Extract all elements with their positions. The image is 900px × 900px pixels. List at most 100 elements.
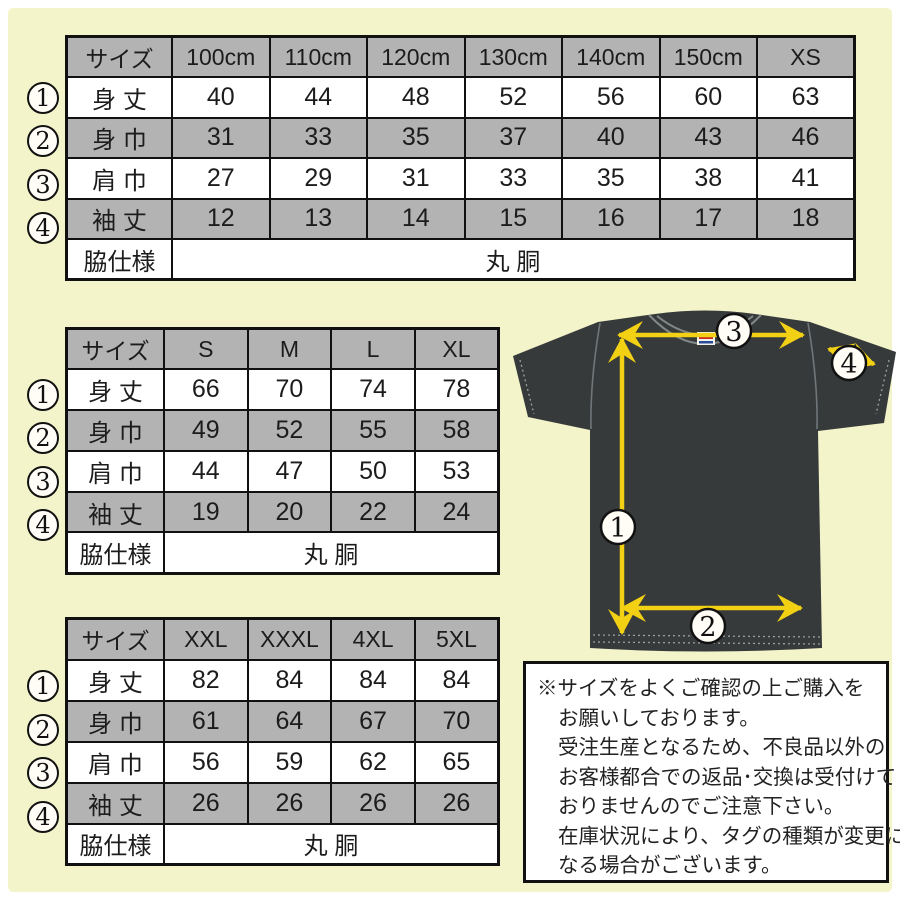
value-cell: 84 [413, 658, 500, 702]
value-cell: 47 [246, 449, 333, 493]
value-cell: 35 [366, 116, 466, 159]
size-header-cell: サイズ [65, 35, 173, 78]
table-row-body-length: 身 丈 82 84 84 84 [65, 658, 500, 702]
svg-text:4: 4 [840, 349, 857, 380]
value-cell: 26 [330, 781, 416, 825]
svg-text:1: 1 [609, 513, 626, 544]
value-cell: 22 [330, 490, 416, 534]
note-line: 受注生産となるため、不良品以外の [558, 736, 886, 759]
size-header-cell: サイズ [65, 617, 165, 661]
value-cell: 12 [171, 197, 271, 240]
diagram-label-width: 2 [689, 607, 727, 645]
table-row-side-spec: 脇仕様 丸 胴 [65, 531, 500, 575]
side-spec-value: 丸 胴 [163, 531, 500, 575]
diagram-label-length: 1 [599, 508, 637, 546]
value-cell: 19 [163, 490, 249, 534]
table-row-side-spec: 脇仕様 丸 胴 [65, 238, 856, 281]
value-cell: 49 [163, 409, 249, 452]
value-cell: 74 [330, 368, 416, 412]
value-cell: 64 [246, 699, 333, 743]
value-cell: 20 [246, 490, 333, 534]
table-row-sleeve-length: 袖 丈 26 26 26 26 [65, 781, 500, 825]
left-sleeve-seam [590, 322, 601, 430]
value-cell: 46 [756, 116, 856, 159]
circled-number-1: 1 [27, 379, 59, 411]
value-cell: 29 [268, 157, 368, 200]
row-label: 身 丈 [65, 658, 165, 702]
row-label: 身 巾 [65, 699, 165, 743]
value-cell: 40 [561, 116, 661, 159]
size-table-s-xl: サイズ S M L XL 身 丈 66 70 74 78 身 巾 49 52 5… [65, 327, 500, 575]
circled-number-1: 1 [27, 670, 59, 702]
table-row-sleeve-length: 袖 丈 19 20 22 24 [65, 490, 500, 534]
size-header-cell: サイズ [65, 327, 165, 371]
note-line: お願いしております。 [558, 706, 760, 730]
value-cell: 26 [413, 781, 500, 825]
value-cell: 41 [756, 157, 856, 200]
value-cell: 84 [246, 658, 333, 702]
note-line: お客様都合での返品･交換は受付けて [558, 765, 897, 789]
value-cell: 84 [330, 658, 416, 702]
row-label: 袖 丈 [65, 781, 165, 825]
value-cell: 24 [413, 490, 500, 534]
size-header-cell: 120cm [366, 35, 466, 78]
value-cell: 44 [268, 76, 368, 119]
size-header-cell: XL [413, 327, 500, 371]
value-cell: 33 [463, 157, 563, 200]
note-line: 在庫状況により、タグの種類が変更に [558, 824, 900, 848]
value-cell: 37 [463, 116, 563, 159]
value-cell: 67 [330, 699, 416, 743]
svg-text:3: 3 [725, 317, 742, 348]
size-header-cell: 150cm [658, 35, 758, 78]
table-row-sleeve-length: 袖 丈 12 13 14 15 16 17 18 [65, 197, 856, 240]
size-header-cell: 130cm [463, 35, 563, 78]
value-cell: 15 [463, 197, 563, 240]
value-cell: 60 [658, 76, 758, 119]
value-cell: 53 [413, 449, 500, 493]
circled-number-3: 3 [27, 169, 59, 201]
row-label: 脇仕様 [65, 531, 165, 575]
side-spec-value: 丸 胴 [163, 822, 500, 866]
circled-number-2: 2 [27, 125, 59, 157]
value-cell: 50 [330, 449, 416, 493]
svg-text:2: 2 [699, 612, 716, 643]
table-row-body-width: 身 巾 49 52 55 58 [65, 409, 500, 452]
size-table-kids-xs: サイズ 100cm 110cm 120cm 130cm 140cm 150cm … [65, 35, 856, 281]
size-header-cell: 4XL [330, 617, 416, 661]
diagram-label-shoulder: 3 [715, 312, 753, 350]
value-cell: 40 [171, 76, 271, 119]
size-header-cell: XXXL [246, 617, 333, 661]
left-cuff-stitch [519, 359, 535, 415]
row-label: 身 巾 [65, 116, 173, 159]
value-cell: 55 [330, 409, 416, 452]
row-label: 脇仕様 [65, 822, 165, 866]
size-table-header-row: サイズ S M L XL [65, 327, 500, 371]
value-cell: 38 [658, 157, 758, 200]
row-label: 肩 巾 [65, 449, 165, 493]
circled-number-3: 3 [27, 466, 59, 498]
value-cell: 44 [163, 449, 249, 493]
value-cell: 52 [463, 76, 563, 119]
note-line: ※サイズをよくご確認の上ご購入を [537, 677, 865, 700]
table-row-shoulder-width: 肩 巾 44 47 50 53 [65, 449, 500, 493]
row-label: 袖 丈 [65, 490, 165, 534]
row-label: 身 丈 [65, 76, 173, 119]
table-row-body-length: 身 丈 40 44 48 52 56 60 63 [65, 76, 856, 119]
value-cell: 70 [246, 368, 333, 412]
value-cell: 14 [366, 197, 466, 240]
circled-number-1: 1 [27, 82, 59, 114]
tshirt-measurement-diagram: 3 4 1 2 [513, 310, 896, 652]
row-label: 身 巾 [65, 409, 165, 452]
size-header-cell: XXL [163, 617, 249, 661]
circled-number-3: 3 [27, 757, 59, 789]
value-cell: 48 [366, 76, 466, 119]
value-cell: 56 [561, 76, 661, 119]
value-cell: 17 [658, 197, 758, 240]
circled-number-2: 2 [27, 714, 59, 746]
value-cell: 56 [163, 740, 249, 784]
value-cell: 82 [163, 658, 249, 702]
value-cell: 26 [163, 781, 249, 825]
right-sleeve-seam [807, 322, 818, 430]
size-header-cell: 100cm [171, 35, 271, 78]
